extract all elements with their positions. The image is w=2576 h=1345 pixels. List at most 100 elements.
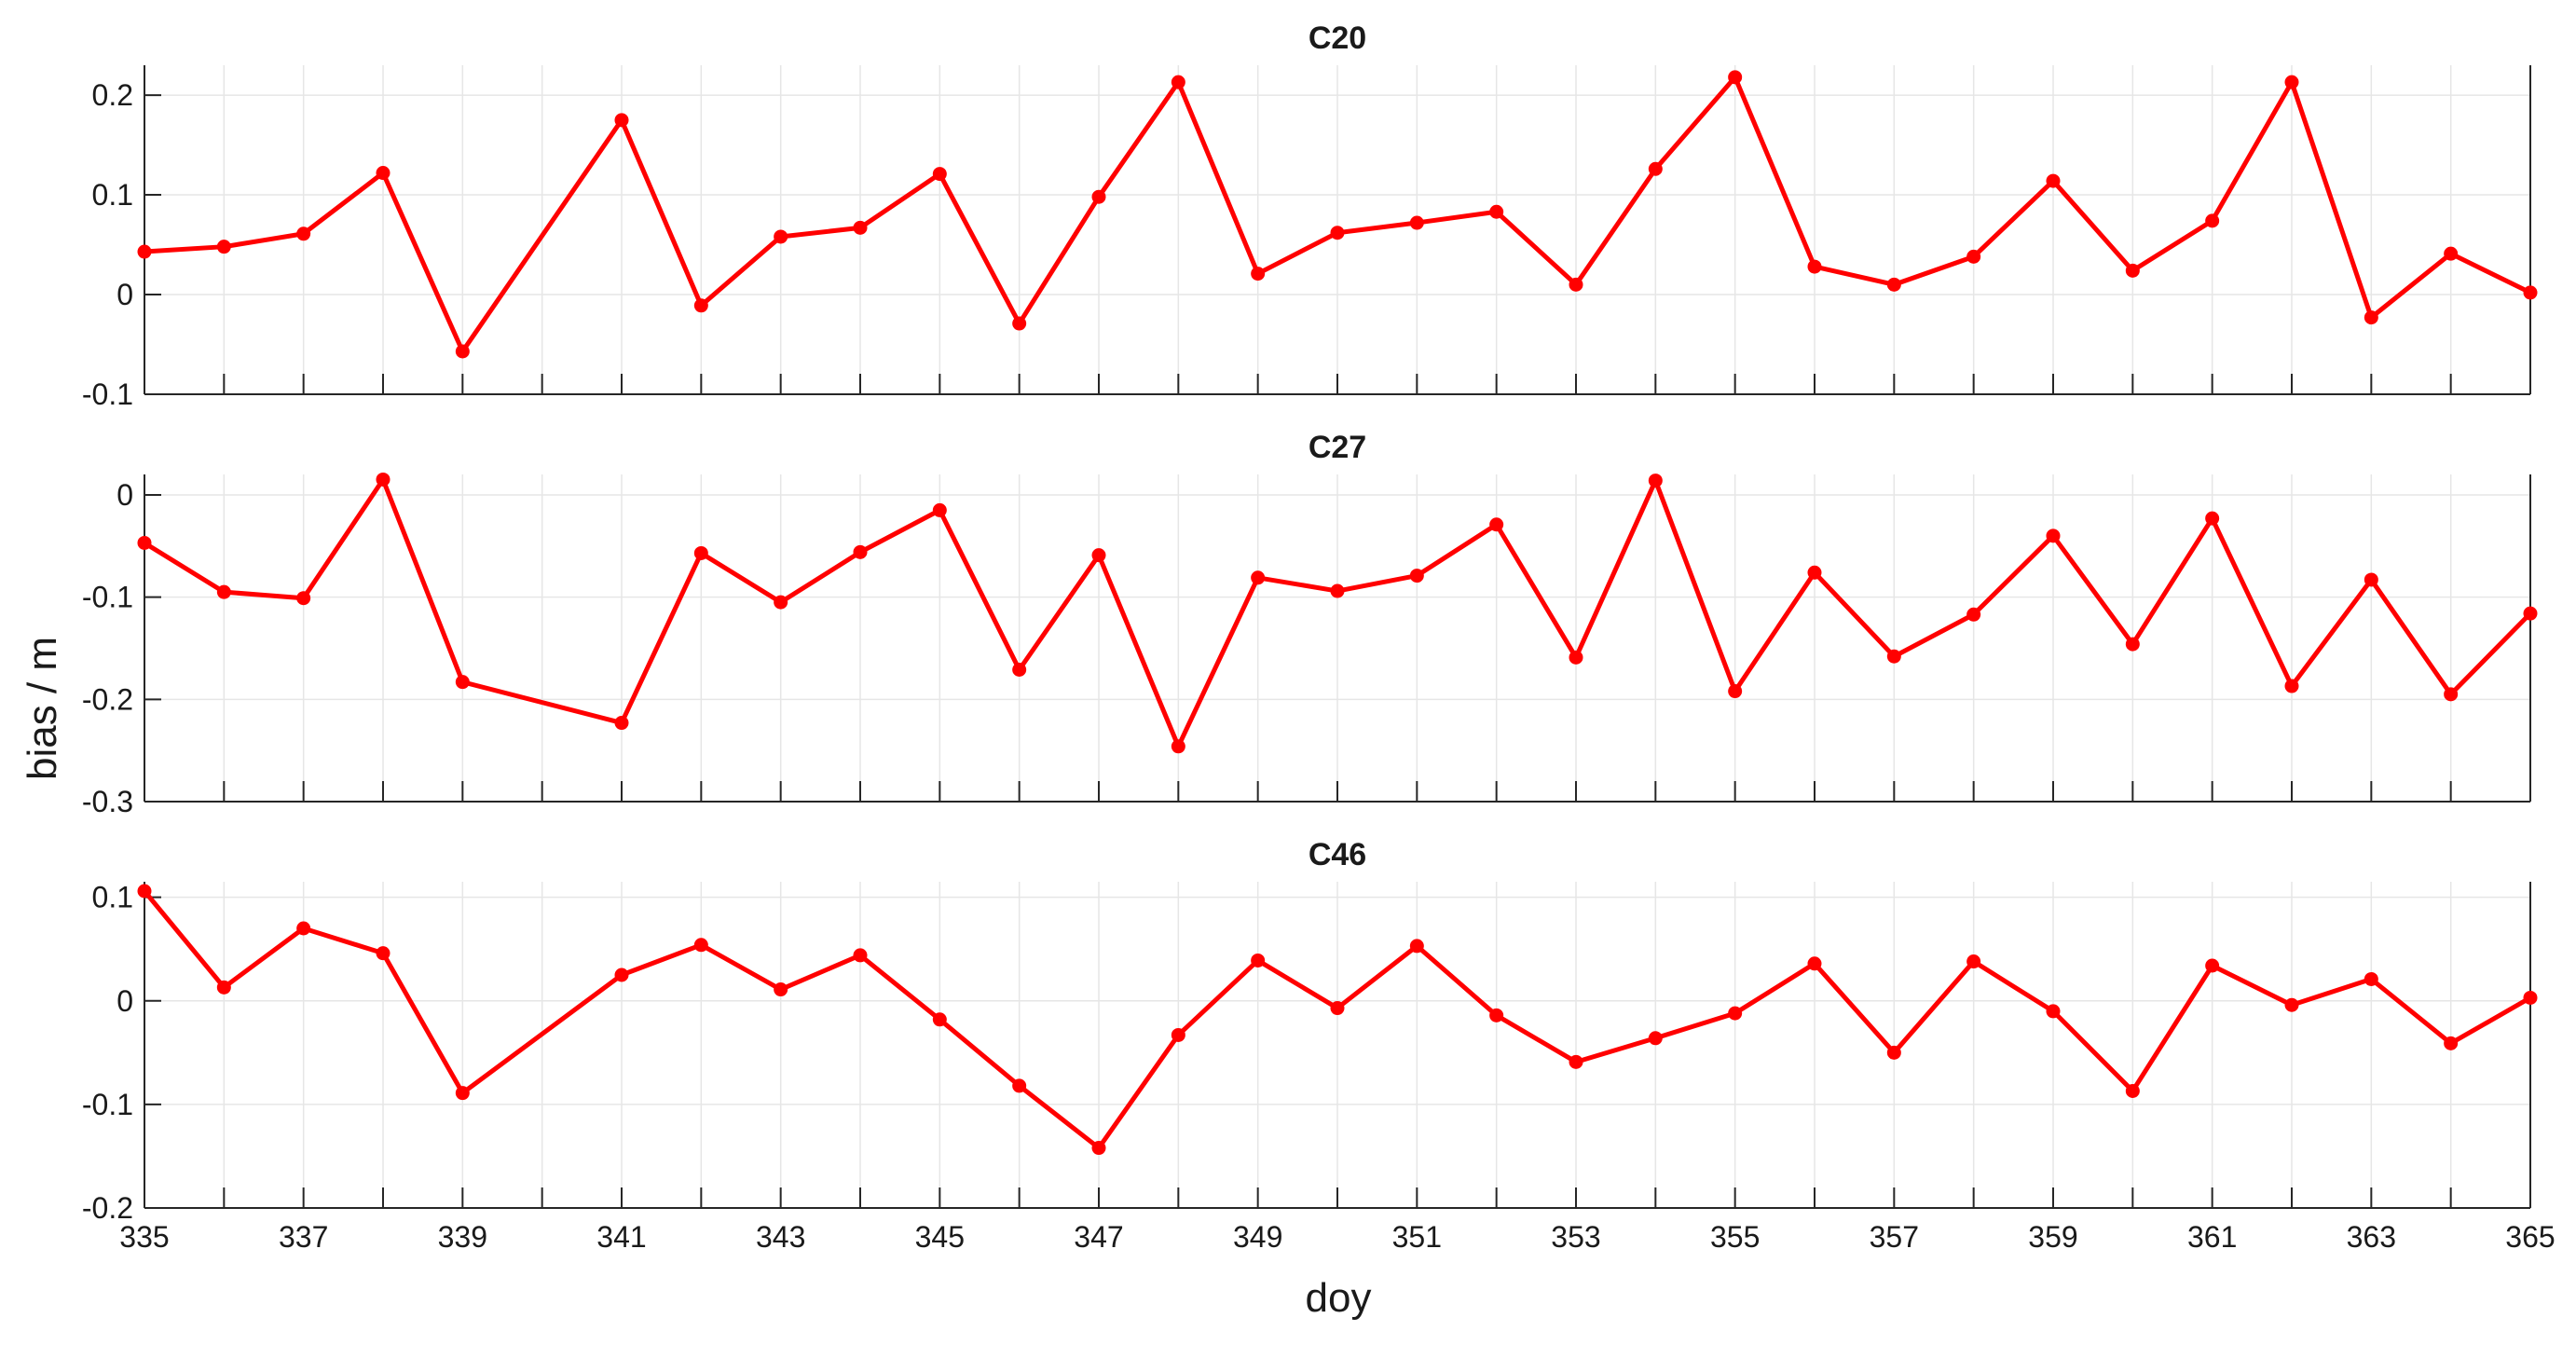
data-point: [1330, 226, 1345, 240]
data-point: [693, 298, 708, 313]
data-point: [853, 220, 868, 235]
data-point: [2046, 528, 2061, 543]
data-point: [2046, 1004, 2061, 1019]
data-point: [2523, 990, 2538, 1005]
data-point: [296, 226, 311, 241]
data-point: [1091, 189, 1106, 204]
chart-title: C27: [1309, 430, 1366, 465]
data-point: [1648, 1031, 1663, 1046]
data-point: [1489, 1008, 1504, 1022]
x-tick-label: 357: [1870, 1220, 1919, 1254]
chart-title: C46: [1309, 837, 1366, 872]
data-point: [2205, 958, 2220, 973]
y-tick-label: 0: [116, 278, 133, 311]
chart-title: C20: [1309, 21, 1366, 56]
x-tick-label: 335: [119, 1220, 169, 1254]
data-point: [455, 1086, 470, 1101]
data-point: [1966, 954, 1981, 969]
y-tick-label: 0.1: [92, 881, 133, 914]
chart-panel-c20: -0.1 0 0.1 0.2 C20: [82, 21, 2538, 411]
data-point: [932, 1012, 947, 1027]
data-point: [1648, 161, 1663, 176]
data-point: [1012, 1078, 1027, 1093]
data-point: [1330, 583, 1345, 598]
x-tick-label: 365: [2505, 1220, 2555, 1254]
data-point: [1728, 684, 1743, 699]
data-point: [1489, 204, 1504, 219]
data-point: [296, 591, 311, 606]
data-point: [1886, 649, 1901, 664]
x-tick-label: 363: [2347, 1220, 2396, 1254]
data-point: [216, 584, 231, 599]
series-line: [143, 889, 2532, 1151]
data-point: [216, 240, 231, 254]
data-point: [1171, 739, 1185, 754]
x-tick-label: 337: [279, 1220, 328, 1254]
x-tick-label: 353: [1551, 1220, 1600, 1254]
data-point: [774, 982, 788, 997]
data-point: [693, 545, 708, 560]
data-point: [1091, 1141, 1106, 1156]
chart-panel-c46: -0.2 -0.1 0 0.1 C46 335 337 339 341 343 345 347 349 3…: [82, 837, 2555, 1254]
data-point: [2444, 246, 2459, 261]
data-point: [2205, 213, 2220, 228]
data-point: [2125, 1083, 2140, 1098]
data-point: [2523, 606, 2538, 621]
data-point: [455, 344, 470, 359]
y-tick-label: -0.2: [82, 1191, 133, 1225]
y-tick-label: 0: [116, 984, 133, 1018]
data-point: [376, 166, 391, 181]
y-tick-label: -0.1: [82, 581, 133, 614]
data-point: [2046, 173, 2061, 188]
data-point: [2205, 511, 2220, 526]
series-line: [144, 75, 2532, 354]
data-point: [2284, 75, 2299, 89]
data-point: [2364, 971, 2378, 986]
x-tick-label: 359: [2028, 1220, 2077, 1254]
data-point: [853, 948, 868, 963]
data-point: [1886, 277, 1901, 292]
x-tick-label: 355: [1710, 1220, 1760, 1254]
y-tick-label: 0.2: [92, 78, 133, 112]
data-point: [1728, 1006, 1743, 1021]
data-point: [1171, 75, 1185, 89]
data-point: [1409, 939, 1424, 954]
data-point: [1569, 650, 1583, 665]
data-point: [376, 946, 391, 961]
data-point: [1409, 569, 1424, 583]
data-point: [137, 535, 152, 550]
data-point: [1807, 956, 1822, 971]
data-point: [1569, 1054, 1583, 1069]
data-point: [2125, 637, 2140, 652]
x-tick-label: 341: [596, 1220, 646, 1254]
data-point: [1807, 565, 1822, 580]
x-axis-label: doy: [1306, 1275, 1372, 1321]
y-tick-label: 0.1: [92, 178, 133, 212]
data-point: [2523, 285, 2538, 300]
data-point: [2444, 687, 2459, 702]
data-point: [1012, 663, 1027, 678]
y-tick-label: -0.1: [82, 377, 133, 411]
y-tick-label: -0.2: [82, 682, 133, 716]
data-point: [1966, 607, 1981, 622]
y-tick-label: -0.1: [82, 1088, 133, 1121]
data-point: [376, 472, 391, 487]
chart-panel-c27: -0.3 -0.2 -0.1 0 C27: [82, 430, 2538, 818]
data-point: [137, 884, 152, 899]
data-point: [1569, 277, 1583, 292]
data-point: [1251, 953, 1266, 968]
x-tick-label: 351: [1392, 1220, 1442, 1254]
series-line: [143, 476, 2532, 749]
data-point: [1251, 570, 1266, 585]
data-point: [2284, 679, 2299, 693]
data-point: [1012, 316, 1027, 331]
x-tick-label: 345: [915, 1220, 965, 1254]
data-point: [2125, 263, 2140, 278]
data-point: [1251, 267, 1266, 281]
data-point: [137, 244, 152, 259]
x-tick-label: 347: [1074, 1220, 1123, 1254]
data-point: [296, 921, 311, 936]
data-point: [2364, 572, 2378, 587]
